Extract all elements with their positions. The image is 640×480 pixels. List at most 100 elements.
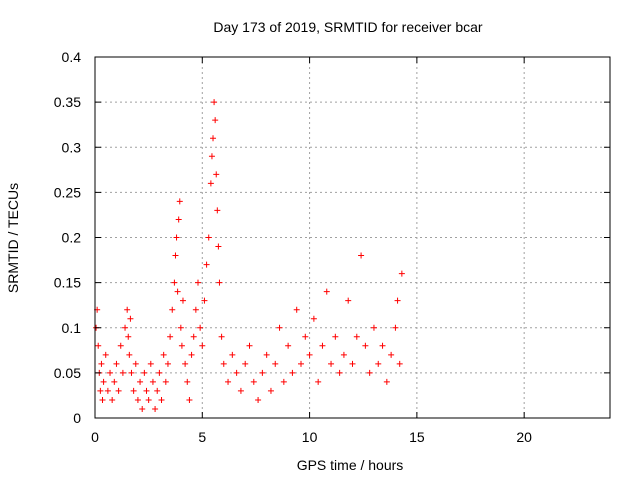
x-tick-label: 15 [409,429,425,445]
data-point [130,387,137,394]
data-point [293,306,300,313]
data-point [119,369,126,376]
chart-title: Day 173 of 2019, SRMTID for receiver bca… [213,19,483,35]
data-point [242,360,249,367]
data-point [225,378,232,385]
data-point [98,360,105,367]
data-point [128,369,135,376]
data-point [192,306,199,313]
data-point [250,378,257,385]
data-point [186,396,193,403]
data-point [358,252,365,259]
data-point [353,333,360,340]
data-point [370,324,377,331]
data-point [152,405,159,412]
data-point [383,378,390,385]
x-tick-label: 10 [302,429,318,445]
data-point [109,396,116,403]
x-tick-label: 5 [198,429,206,445]
data-point [99,396,106,403]
data-point [143,387,150,394]
y-tick-label: 0.15 [54,275,81,291]
data-point [104,387,111,394]
data-point [137,378,144,385]
data-point [158,396,165,403]
data-point [126,351,133,358]
y-tick-label: 0 [73,410,81,426]
data-point [263,351,270,358]
data-point [272,360,279,367]
y-tick-label: 0.2 [62,230,82,246]
y-tick-label: 0.05 [54,365,81,381]
data-point [145,396,152,403]
data-point [203,261,210,268]
y-tick-label: 0.1 [62,320,82,336]
data-point [285,342,292,349]
data-point [306,351,313,358]
data-point [122,324,129,331]
data-point [149,378,156,385]
data-point [175,216,182,223]
data-point [213,171,220,178]
data-point [174,288,181,295]
data-point [134,396,141,403]
data-point [177,324,184,331]
data-point [388,351,395,358]
data-point [215,243,222,250]
data-point [173,234,180,241]
data-point [207,180,214,187]
data-point [220,360,227,367]
y-axis-label: SRMTID / TECUs [5,183,21,293]
data-point [117,342,124,349]
data-point [115,387,122,394]
data-point [100,378,107,385]
data-point [162,378,169,385]
data-point [362,342,369,349]
data-point [398,270,405,277]
data-point [366,369,373,376]
data-point [111,378,118,385]
data-point [336,369,343,376]
data-point [328,360,335,367]
data-point [125,333,132,340]
data-point [164,360,171,367]
data-point [208,153,215,160]
data-point [171,279,178,286]
data-points [93,99,405,412]
data-point [280,378,287,385]
data-point [349,360,356,367]
data-point [178,342,185,349]
data-point [124,306,131,313]
data-point [214,207,221,214]
data-point [156,369,163,376]
data-point [154,387,161,394]
data-point [169,306,176,313]
data-point [332,333,339,340]
x-axis-label: GPS time / hours [297,457,404,473]
data-point [276,324,283,331]
data-point [195,279,201,286]
data-point [184,378,191,385]
data-point [113,360,120,367]
x-tick-label: 0 [91,429,99,445]
y-tick-label: 0.3 [62,139,82,155]
data-point [315,378,322,385]
data-point [218,333,225,340]
data-point [246,342,253,349]
data-point [396,360,403,367]
data-point [237,387,244,394]
axes: 0 5 10 15 20 0 0.05 0.1 0.15 0.2 0.25 0.3 0.35 0.4 [54,49,610,445]
data-point [172,252,179,259]
data-point [255,396,262,403]
data-point [310,315,317,322]
data-point [141,369,148,376]
data-point [259,369,266,376]
data-point [216,279,223,286]
y-tick-label: 0.35 [54,94,81,110]
data-point [302,333,309,340]
data-point [319,342,326,349]
data-point [132,360,139,367]
data-point [212,117,219,124]
data-point [147,360,154,367]
data-point [201,297,208,304]
